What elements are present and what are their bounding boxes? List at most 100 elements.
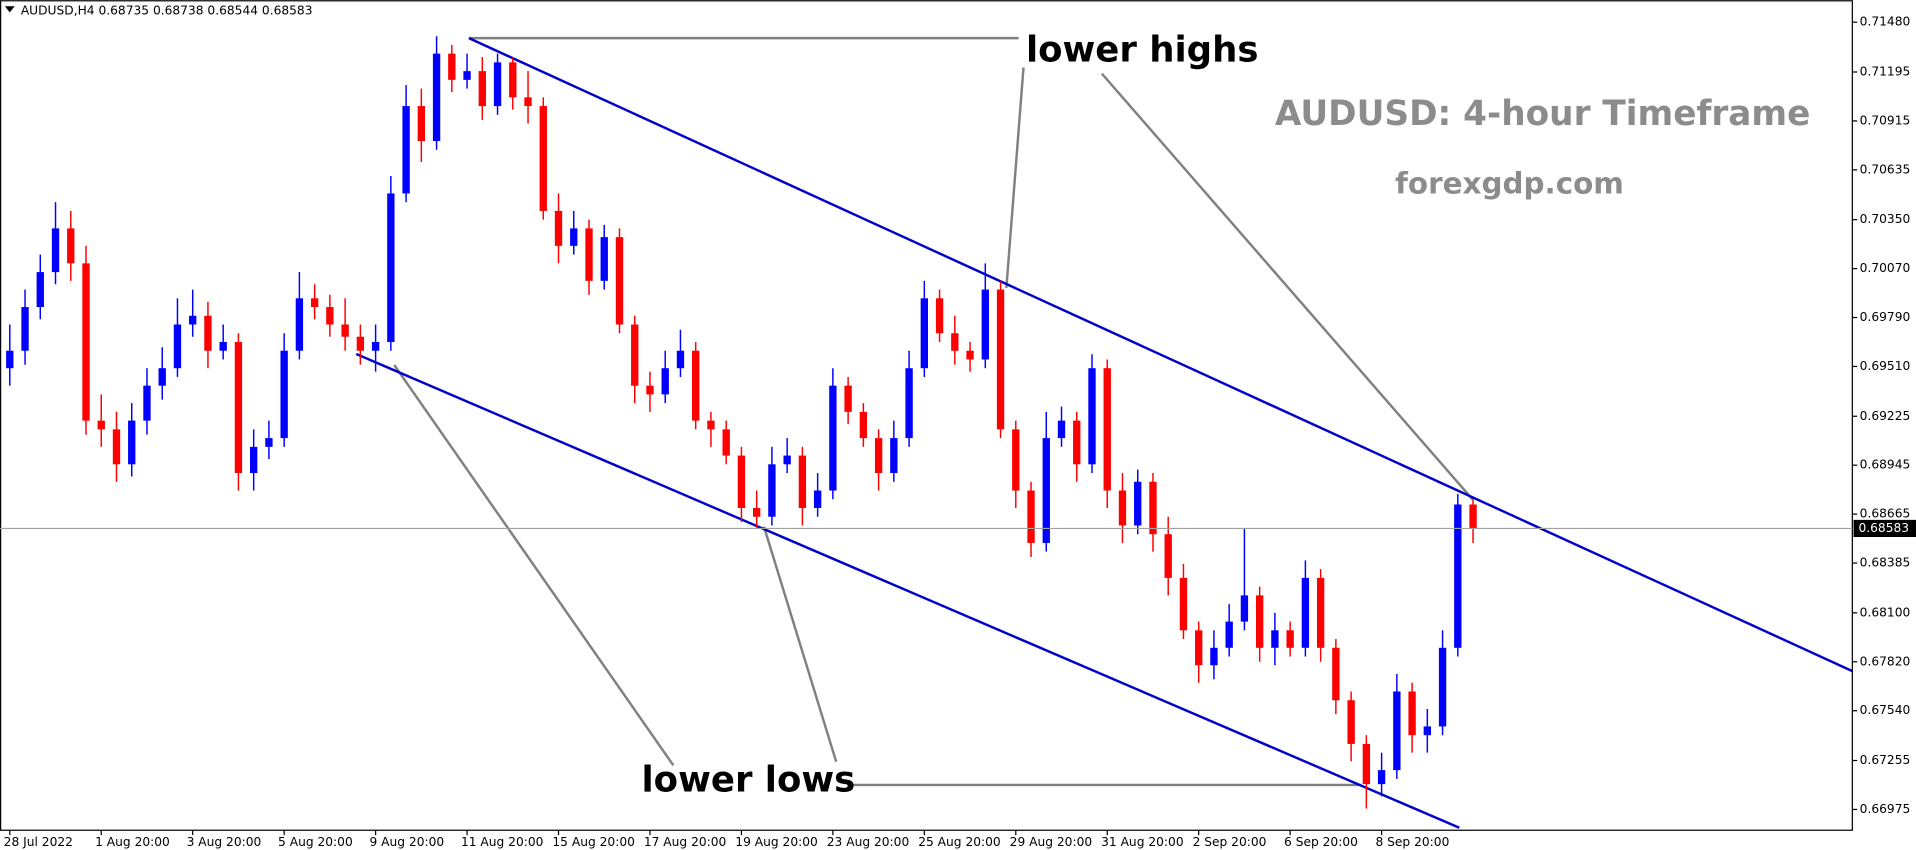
- x-tick-label: 8 Sep 20:00: [1375, 835, 1449, 849]
- y-tick-label: 0.71195: [1860, 64, 1911, 78]
- candle-body: [1149, 481, 1157, 535]
- candle-body: [1027, 490, 1035, 543]
- candle-body: [310, 298, 319, 308]
- y-tick-label: 0.69790: [1860, 310, 1911, 324]
- candle-body: [112, 429, 121, 465]
- candle-body: [615, 237, 624, 325]
- y-tick-label: 0.67255: [1860, 753, 1911, 767]
- candle-body: [1332, 647, 1340, 701]
- pointer-line: [762, 526, 838, 763]
- y-tick-label: 0.68385: [1860, 556, 1911, 570]
- y-tick-label: 0.70070: [1860, 261, 1911, 275]
- candle-body: [676, 350, 685, 369]
- candle-body: [1179, 577, 1188, 631]
- pointer-line: [1100, 72, 1474, 501]
- candle-body: [219, 341, 227, 351]
- candle-body: [82, 263, 90, 421]
- candle-body: [661, 368, 669, 395]
- y-tick-label: 0.68945: [1860, 458, 1911, 472]
- candle-body: [935, 298, 944, 334]
- candle-body: [1073, 420, 1081, 465]
- y-tick-label: 0.68100: [1860, 605, 1911, 619]
- plot-frame: [0, 0, 1853, 831]
- candle-body: [1195, 630, 1203, 666]
- candle-body: [768, 464, 776, 517]
- candle-body: [737, 455, 746, 508]
- candle-body: [1347, 700, 1355, 744]
- y-tick-label: 0.67540: [1860, 703, 1911, 717]
- candle-body: [1255, 595, 1264, 648]
- y-tick-label: 0.67820: [1860, 654, 1911, 668]
- x-tick-label: 25 Aug 20:00: [918, 835, 1001, 849]
- candle-body: [493, 62, 502, 107]
- candle-body: [1118, 490, 1127, 526]
- pointer-line: [1005, 67, 1025, 288]
- candle-body: [463, 71, 471, 80]
- candle-body: [981, 289, 989, 360]
- candle-body: [402, 106, 410, 194]
- x-tick-label: 11 Aug 20:00: [461, 835, 544, 849]
- candle-body: [1469, 504, 1477, 529]
- candle-body: [996, 289, 1005, 430]
- candle-body: [600, 237, 608, 281]
- candle-body: [1057, 420, 1066, 439]
- candle-body: [1164, 534, 1172, 578]
- pointer-line: [393, 364, 675, 767]
- candle-body: [1271, 630, 1279, 648]
- candle-body: [829, 385, 837, 491]
- x-tick-label: 5 Aug 20:00: [278, 835, 353, 849]
- x-tick-label: 28 Jul 2022: [4, 835, 73, 849]
- candle-body: [905, 368, 913, 439]
- candle-body: [509, 62, 517, 98]
- candle-body: [1225, 621, 1233, 648]
- candle-body: [951, 333, 959, 351]
- x-tick-label: 15 Aug 20:00: [552, 835, 635, 849]
- candle-body: [692, 350, 700, 421]
- candle-body: [1316, 577, 1325, 648]
- price-label: 0.68583: [1858, 521, 1909, 535]
- candle-body: [1362, 743, 1371, 785]
- x-tick-label: 17 Aug 20:00: [644, 835, 727, 849]
- y-tick-label: 0.68665: [1860, 507, 1911, 521]
- candle-body: [1438, 647, 1447, 727]
- candle-body: [1210, 647, 1218, 666]
- candle-body: [341, 324, 349, 337]
- candle-body: [158, 368, 166, 386]
- candles: [6, 36, 1477, 809]
- x-tick-label: 23 Aug 20:00: [827, 835, 910, 849]
- candle-body: [646, 385, 654, 395]
- candle-body: [432, 53, 441, 142]
- candle-body: [51, 228, 60, 273]
- candle-body: [234, 341, 243, 474]
- candle-body: [143, 385, 151, 421]
- candle-body: [1012, 429, 1020, 491]
- candle-body: [752, 507, 761, 517]
- x-tick-label: 1 Aug 20:00: [95, 835, 170, 849]
- x-tick-label: 19 Aug 20:00: [735, 835, 818, 849]
- candle-body: [371, 341, 380, 351]
- y-tick-label: 0.70915: [1860, 113, 1911, 127]
- candle-body: [356, 336, 365, 351]
- candle-body: [1408, 691, 1416, 736]
- y-tick-label: 0.66975: [1860, 802, 1911, 816]
- x-tick-label: 6 Sep 20:00: [1284, 835, 1358, 849]
- candle-body: [585, 228, 593, 281]
- annotation: lower lows: [642, 759, 856, 800]
- chart-subtitle: forexgdp.com: [1395, 167, 1624, 201]
- candle-body: [1377, 770, 1386, 785]
- candle-body: [128, 420, 136, 465]
- candle-body: [920, 298, 929, 369]
- candle-body: [874, 438, 883, 474]
- candle-body: [1454, 504, 1462, 648]
- candle-body: [387, 193, 395, 342]
- x-tick-label: 9 Aug 20:00: [369, 835, 444, 849]
- candle-body: [280, 350, 288, 439]
- candle-body: [1103, 368, 1111, 491]
- candle-body: [890, 438, 898, 474]
- candle-body: [844, 385, 852, 412]
- candle-body: [189, 315, 197, 325]
- y-tick-label: 0.70350: [1860, 212, 1911, 226]
- candle-body: [6, 350, 14, 369]
